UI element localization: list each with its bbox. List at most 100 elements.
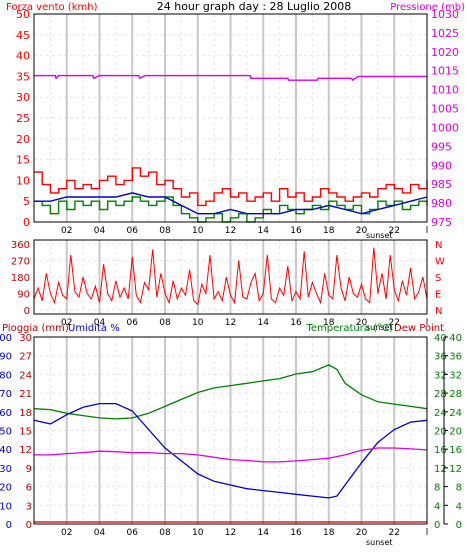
chart3-frame: [33, 336, 428, 525]
chart3-dewpoint-label: Dew Point: [394, 323, 444, 334]
chart3-ytick-temp-outer: 0: [456, 520, 462, 531]
chart1-ytick-right: 1025: [431, 27, 459, 40]
chart3-ytick-temp: 8: [434, 483, 440, 494]
chart3-xtick-label: 20: [356, 528, 368, 538]
chart3-xtick-label: 06: [127, 528, 139, 538]
chart3-xtick-label: 18: [323, 528, 335, 538]
chart1-sunset-note: sunset: [366, 231, 393, 240]
chart3-ytick-humidity: 0: [6, 520, 12, 531]
chart3-humidity-label: Umidita %: [68, 323, 120, 334]
chart3-ytick-rain: 21: [19, 389, 32, 400]
chart2-ytick-left: 360: [11, 240, 30, 251]
chart1-ytick-right: 1000: [431, 121, 459, 134]
chart2-compass-label: N: [435, 240, 442, 251]
chart3-ytick-rain: 27: [19, 352, 32, 363]
chart3-xtick-label: 14: [258, 528, 270, 538]
chart1-ytick-right: 1030: [431, 8, 459, 21]
chart3-ytick-temp-outer: 28: [449, 389, 462, 400]
chart1-ytick-right: 1020: [431, 46, 459, 59]
chart3-grid: [34, 336, 427, 525]
chart2-xtick-label: 14: [258, 318, 270, 328]
chart3-ytick-temp: 20: [434, 427, 447, 438]
chart1-ytick-right: 980: [431, 197, 452, 210]
chart3-ytick-rain: 24: [19, 370, 32, 381]
chart2-xtick-label: 04: [94, 318, 106, 328]
chart1-xtick-label: 06: [127, 226, 139, 236]
chart3-xtick-label: 12: [225, 528, 236, 538]
chart1-axes: 0510152025303540455097598098599099510001…: [16, 8, 459, 236]
chart1-ytick-left: 15: [16, 154, 30, 167]
chart2-compass-label: N: [435, 306, 442, 317]
chart3-ytick-temp-outer: 40: [449, 333, 462, 344]
chart3-series: [33, 364, 428, 523]
wind-pressure-panel: 24 hour graph day : 28 Luglio 2008 Forza…: [6, 0, 465, 240]
chart3-ytick-humidity: 20: [0, 483, 12, 494]
chart2-xtick-label: 08: [159, 318, 171, 328]
chart1-ytick-right: 985: [431, 178, 452, 191]
chart2-sunset-note: sunset: [366, 323, 393, 332]
chart3-xtick-label: 16: [290, 528, 302, 538]
chart1-ytick-left: 35: [16, 70, 30, 83]
chart3-ytick-temp: 36: [434, 352, 447, 363]
chart3-series-dew-point: [34, 447, 428, 463]
chart2-compass-label: S: [435, 273, 441, 284]
chart1-series-media-vento: [34, 192, 428, 215]
chart3-ytick-humidity: 90: [0, 352, 12, 363]
chart1-xtick-label: l: [426, 226, 429, 236]
chart2-ytick-left: 180: [11, 273, 30, 284]
chart1-ytick-right: 1015: [431, 65, 459, 78]
chart1-ytick-left: 0: [23, 216, 30, 229]
chart3-series-umidita: [33, 402, 428, 499]
chart3-ytick-rain: 0: [26, 520, 32, 531]
chart1-frame: [33, 13, 428, 223]
chart1-series-pressione: [34, 74, 427, 82]
chart1-ytick-left: 10: [16, 174, 30, 187]
chart3-ytick-humidity: 60: [0, 408, 12, 419]
chart3-ytick-temp: 40: [434, 333, 447, 344]
chart3-ytick-temp: 4: [434, 501, 440, 512]
chart2-ytick-left: 270: [11, 257, 30, 268]
chart2-ytick-left: 0: [24, 306, 30, 317]
chart2-compass-label: W: [435, 257, 445, 268]
chart2-xtick-label: 12: [225, 318, 236, 328]
chart3-ytick-humidity: 80: [0, 370, 12, 381]
chart3-ytick-rain: 9: [26, 464, 32, 475]
chart1-xtick-label: 02: [61, 226, 72, 236]
temperature-humidity-panel: Pioggia (mm) Umidita % Temperatura (°C) …: [0, 323, 462, 547]
chart1-series: [34, 74, 428, 223]
chart2-grid: [34, 240, 427, 314]
chart2-xtick-label: 22: [389, 318, 400, 328]
chart2-xtick-label: 10: [192, 318, 204, 328]
chart1-ytick-right: 1005: [431, 103, 459, 116]
chart3-series-temperatura: [33, 364, 428, 420]
chart1-xtick-label: 20: [356, 226, 368, 236]
chart3-ytick-humidity: 70: [0, 389, 12, 400]
wind-direction-panel: 0 N 90 E 180 S 270 W 360 N 02 04 06 08 10 12 14 16 18 20 22 l…: [11, 239, 445, 332]
chart1-ytick-right: 995: [431, 140, 452, 153]
chart3-ytick-temp: 16: [434, 445, 447, 456]
chart3-ytick-humidity: 10: [0, 501, 12, 512]
chart2-xtick-label: 20: [356, 318, 368, 328]
chart1-xtick-label: 08: [159, 226, 171, 236]
chart3-axes: 0102030405060708090100036912151821242730…: [0, 333, 462, 538]
chart1-ytick-left: 45: [16, 29, 30, 42]
chart3-ytick-temp: 32: [434, 370, 447, 381]
chart3-xtick-label: 02: [61, 528, 72, 538]
chart1-ytick-left: 5: [23, 195, 30, 208]
chart3-ytick-rain: 12: [19, 445, 32, 456]
chart3-ytick-rain: 6: [26, 483, 32, 494]
chart3-ytick-rain: 15: [19, 427, 32, 438]
chart2-series: [33, 247, 428, 306]
chart1-ytick-right: 975: [431, 216, 452, 229]
chart1-ytick-left: 30: [16, 91, 30, 104]
chart3-ytick-temp-outer: 16: [449, 445, 462, 456]
chart1-ytick-left: 50: [16, 8, 30, 21]
chart1-xtick-label: 14: [258, 226, 270, 236]
chart2-xtick-label: l: [426, 318, 429, 328]
chart2-frame: [33, 239, 428, 315]
chart1-ytick-left: 25: [16, 112, 30, 125]
chart3-ytick-rain: 3: [26, 501, 32, 512]
chart3-ytick-humidity: 40: [0, 445, 12, 456]
chart3-ytick-humidity: 100: [0, 333, 12, 344]
chart1-ytick-right: 1010: [431, 84, 459, 97]
